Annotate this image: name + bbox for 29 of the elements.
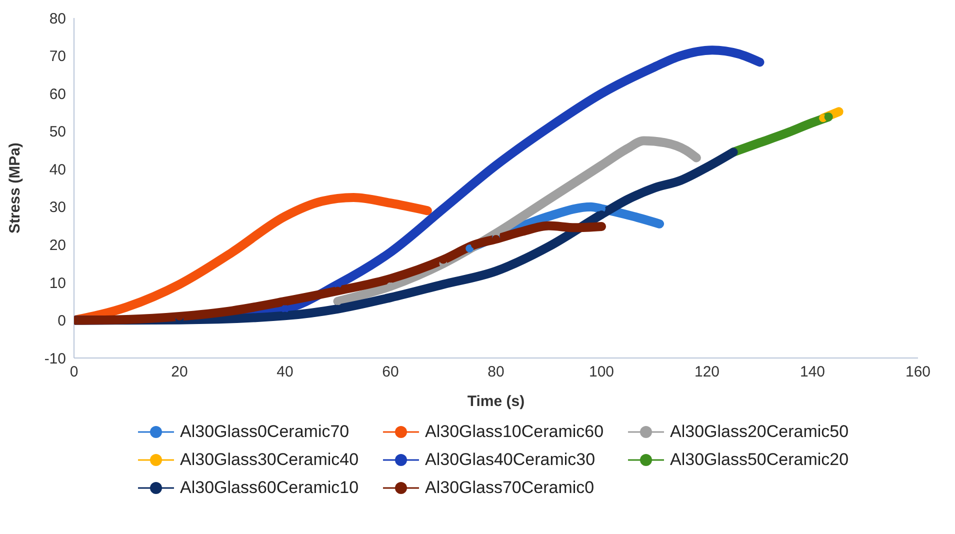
y-tick-label: 80 xyxy=(49,10,66,28)
x-tick-label: 0 xyxy=(70,364,78,381)
y-tick-label: 40 xyxy=(49,161,66,178)
y-tick-label: 30 xyxy=(49,199,66,216)
x-tick-label: 40 xyxy=(276,364,294,381)
y-tick-label: 0 xyxy=(58,312,66,330)
x-axis-title: Time (s) xyxy=(467,393,525,410)
legend-label: Al30Glass20Ceramic50 xyxy=(670,422,849,442)
y-tick-label: 20 xyxy=(49,236,66,254)
y-tick-label: 50 xyxy=(49,124,66,141)
y-tick-label: 60 xyxy=(49,86,66,103)
x-tick-label: 80 xyxy=(488,364,504,381)
y-tick-label: 70 xyxy=(49,48,66,66)
y-tick-label: -10 xyxy=(44,350,66,368)
x-tick-label: 60 xyxy=(382,364,399,381)
legend-label: Al30Glass0Ceramic70 xyxy=(180,422,350,442)
legend-label: Al30Glass70Ceramic0 xyxy=(425,478,594,498)
legend-label: Al30Glass60Ceramic10 xyxy=(180,478,359,498)
legend-label: Al30Glass50Ceramic20 xyxy=(670,450,849,470)
x-tick-label: 20 xyxy=(171,364,188,381)
x-tick-label: 120 xyxy=(694,364,720,381)
y-axis-title: Stress (MPa) xyxy=(6,142,24,234)
y-tick-label: 10 xyxy=(49,274,66,292)
legend-label: Al30Glass10Ceramic60 xyxy=(425,422,604,442)
legend-label: Al30Glas40Ceramic30 xyxy=(425,450,596,470)
x-tick-label: 160 xyxy=(905,364,931,381)
x-tick-label: 140 xyxy=(800,364,826,381)
x-tick-label: 100 xyxy=(588,364,614,381)
legend-label: Al30Glass30Ceramic40 xyxy=(180,450,359,470)
